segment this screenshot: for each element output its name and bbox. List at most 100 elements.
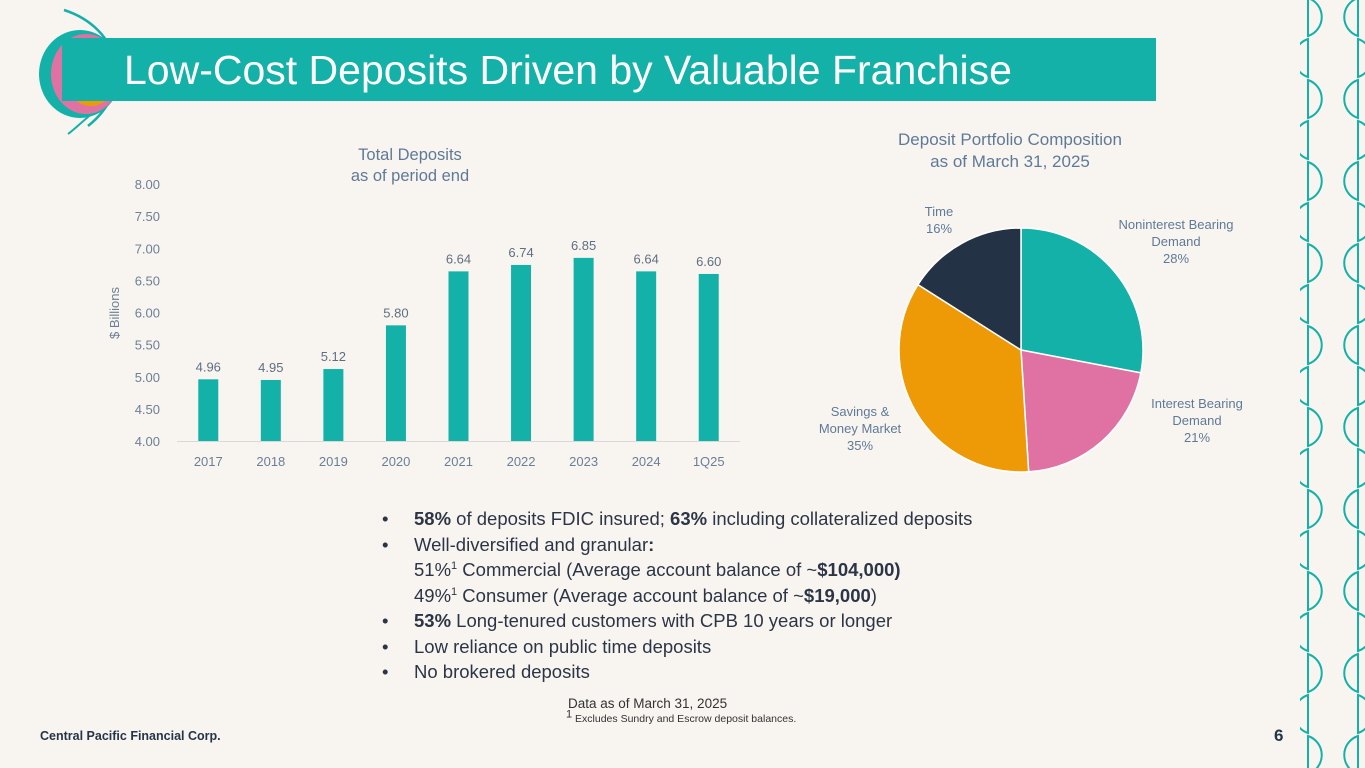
bar-chart-title: Total Deposits [358, 146, 462, 164]
bar [323, 369, 344, 441]
bar-value-label: 6.74 [508, 245, 533, 260]
pie-slice-label: Interest Bearing [1151, 396, 1243, 411]
footnote: 1 Excludes Sundry and Escrow deposit bal… [566, 709, 797, 725]
y-tick-label: 7.50 [135, 209, 160, 224]
bar [385, 325, 406, 441]
deco-half-circle [1307, 734, 1323, 768]
bullet-text: No brokered deposits [414, 661, 590, 682]
bullet-text: Well-diversified and granular [414, 533, 649, 555]
deco-half-circle [1300, 283, 1309, 325]
deposit-composition-pie-chart: Deposit Portfolio Composition as of March… [819, 130, 1243, 473]
pie-slice-percent: 28% [1163, 251, 1189, 266]
deco-half-circle [1300, 529, 1309, 571]
y-tick-label: 4.50 [135, 402, 160, 417]
pie-slice-label: Demand [1151, 234, 1200, 249]
long-tenured-pct: 53% [414, 610, 452, 631]
slide-title: Low-Cost Deposits Driven by Valuable Fra… [124, 47, 1012, 93]
bar-value-label: 6.64 [634, 251, 659, 266]
x-tick-label: 2024 [632, 454, 661, 469]
y-tick-label: 6.00 [135, 306, 160, 321]
deco-half-circle [1357, 201, 1365, 243]
title-bar [62, 38, 1156, 101]
deco-half-circle [1357, 119, 1365, 161]
bar-value-label: 4.95 [258, 360, 283, 375]
deco-half-circle [1307, 652, 1323, 694]
commercial-avg-balance: $104,000) [817, 559, 901, 580]
bar-value-label: 6.64 [446, 251, 471, 266]
bar-value-label: 6.85 [571, 238, 596, 253]
x-tick-label: 2022 [507, 454, 536, 469]
pie-slice-percent: 21% [1184, 430, 1210, 445]
bullet-dot: • [382, 661, 389, 682]
pie-slice-percent: 16% [926, 221, 952, 236]
footnote-text: Excludes Sundry and Escrow deposit balan… [572, 713, 797, 725]
deco-half-circle [1307, 570, 1323, 612]
deco-half-circle [1343, 324, 1359, 366]
bar-value-label: 6.60 [696, 254, 721, 269]
deco-half-circle [1357, 447, 1365, 489]
bar [511, 264, 532, 441]
footer-company-name: Central Pacific Financial Corp. [40, 729, 221, 743]
deco-half-circle [1300, 611, 1309, 653]
deco-half-circle [1307, 0, 1323, 38]
consumer-pct: 49% [414, 584, 452, 606]
pie-slice [898, 283, 1030, 473]
bullet-fdic-insured: • 58% of deposits FDIC insured; 63% incl… [382, 506, 972, 532]
deco-half-circle [1307, 406, 1323, 448]
deco-half-circle [1343, 242, 1359, 284]
pie-slice [1020, 349, 1142, 473]
y-tick-label: 7.00 [135, 241, 160, 256]
y-tick-label: 6.50 [135, 273, 160, 288]
deco-half-circle [1343, 652, 1359, 694]
deco-half-circle [1300, 201, 1309, 243]
bullet-text: Long-tenured customers with CPB 10 years… [451, 610, 893, 631]
x-tick-label: 2023 [569, 454, 598, 469]
bar-value-label: 5.12 [321, 349, 346, 364]
bar-value-label: 4.96 [196, 359, 221, 374]
data-as-of-note: Data as of March 31, 2025 [568, 696, 728, 711]
pie-slice-label: Money Market [819, 421, 902, 436]
deco-half-circle [1357, 529, 1365, 571]
total-deposits-bar-chart: Total Deposits as of period end 4.00 4.50 5… [107, 146, 740, 469]
bullet-dot: • [382, 508, 389, 529]
pie-slice-label: Noninterest Bearing [1119, 217, 1234, 232]
deco-half-circle [1300, 365, 1309, 407]
decorative-border-pattern [1300, 0, 1365, 768]
bar [573, 257, 594, 441]
y-tick-label: 8.00 [135, 177, 160, 192]
deco-half-circle [1300, 447, 1309, 489]
bullet-text: Low reliance on public time deposits [414, 635, 712, 657]
x-tick-label: 1Q25 [693, 454, 725, 469]
x-tick-label: 2018 [256, 454, 285, 469]
deco-half-circle [1357, 611, 1365, 653]
deco-half-circle [1343, 0, 1359, 38]
x-tick-label: 2019 [319, 454, 348, 469]
pie-slice-label: Savings & [831, 404, 890, 419]
bullet-long-tenured: • 53% Long-tenured customers with CPB 10… [382, 608, 972, 634]
bullet-text: ) [870, 584, 877, 606]
pie-chart-title: Deposit Portfolio Composition [898, 130, 1122, 149]
deco-half-circle [1343, 406, 1359, 448]
deco-half-circle [1357, 365, 1365, 407]
bar [636, 271, 657, 441]
bar-chart-title: as of period end [351, 167, 469, 185]
sub-line-commercial: 51%1 Commercial (Average account balance… [382, 557, 972, 583]
pie-slice [1020, 227, 1144, 374]
page-number: 6 [1274, 726, 1284, 745]
bullet-dot: • [382, 635, 389, 657]
bullet-dot: • [382, 533, 389, 555]
footnote-ref: 1 [451, 559, 458, 572]
bullet-public-time-deposits: • Low reliance on public time deposits [382, 634, 972, 660]
footnote-mark: 1 [566, 708, 573, 721]
deco-half-circle [1307, 324, 1323, 366]
deco-half-circle [1307, 78, 1323, 120]
deco-half-circle [1300, 37, 1309, 79]
bar [198, 379, 219, 441]
key-points-list: • 58% of deposits FDIC insured; 63% incl… [382, 506, 972, 685]
deco-half-circle [1343, 78, 1359, 120]
bar-value-label: 5.80 [383, 305, 408, 320]
pie-slice-percent: 35% [847, 438, 873, 453]
deco-half-circle [1300, 693, 1309, 735]
pie-slice-label: Time [925, 204, 953, 219]
consumer-avg-balance: $19,000 [803, 584, 871, 606]
